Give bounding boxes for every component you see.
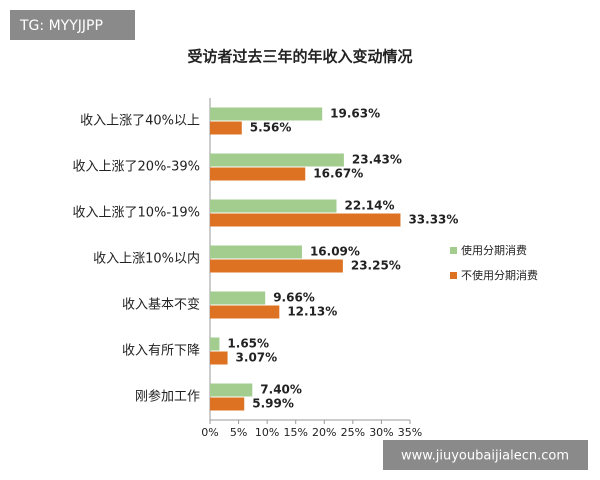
data-label: 3.07% [236,351,278,365]
y-tick-label: 收入上涨了40%以上 [80,114,200,129]
bar [210,291,266,305]
x-tick-label: 25% [341,426,365,439]
legend-label: 不使用分期消费 [461,268,538,282]
y-tick-label: 收入上涨10%以内 [93,251,200,267]
data-label: 12.13% [287,305,337,319]
data-label: 5.56% [250,121,292,135]
watermark-box [10,10,135,40]
bar [210,397,245,411]
y-tick-label: 收入基本不变 [122,297,200,313]
bar [210,213,401,227]
data-label: 23.25% [351,259,401,273]
data-label: 22.14% [345,199,395,213]
data-label: 1.65% [227,337,269,351]
data-label: 19.63% [330,107,380,121]
bar [210,383,253,397]
data-label: 16.09% [310,245,360,259]
watermark: www.jiuyoubaijialecn.com [401,449,569,464]
y-tick-label: 收入上涨了20%-39% [73,160,200,175]
data-label: 7.40% [260,383,302,397]
bar [210,337,220,351]
bar [210,107,323,121]
watermark: TG: MYYJJPP [19,18,103,34]
bar [210,351,228,365]
legend-swatch [450,272,457,279]
x-tick-label: 15% [283,426,307,439]
x-tick-label: 30% [369,426,393,439]
data-label: 5.99% [252,397,294,411]
legend-swatch [450,247,457,254]
bar [210,305,280,319]
data-label: 9.66% [273,291,315,305]
data-label: 33.33% [408,213,458,227]
bar [210,153,344,167]
x-tick-label: 5% [230,426,247,439]
bar [210,245,302,259]
x-tick-label: 10% [255,426,279,439]
chart-title: 受访者过去三年的年收入变动情况 [187,48,412,66]
data-label: 23.43% [352,153,402,167]
bar [210,259,343,273]
y-tick-label: 刚参加工作 [135,389,200,405]
legend-label: 使用分期消费 [461,243,527,257]
bar [210,121,242,135]
bar [210,199,337,213]
bar [210,167,306,181]
y-tick-label: 收入上涨了10%-19% [73,206,200,221]
data-label: 16.67% [313,167,363,181]
watermark-box [383,440,588,470]
x-tick-label: 35% [398,426,422,439]
x-tick-label: 0% [201,426,218,439]
x-tick-label: 20% [312,426,336,439]
y-tick-label: 收入有所下降 [122,344,200,359]
